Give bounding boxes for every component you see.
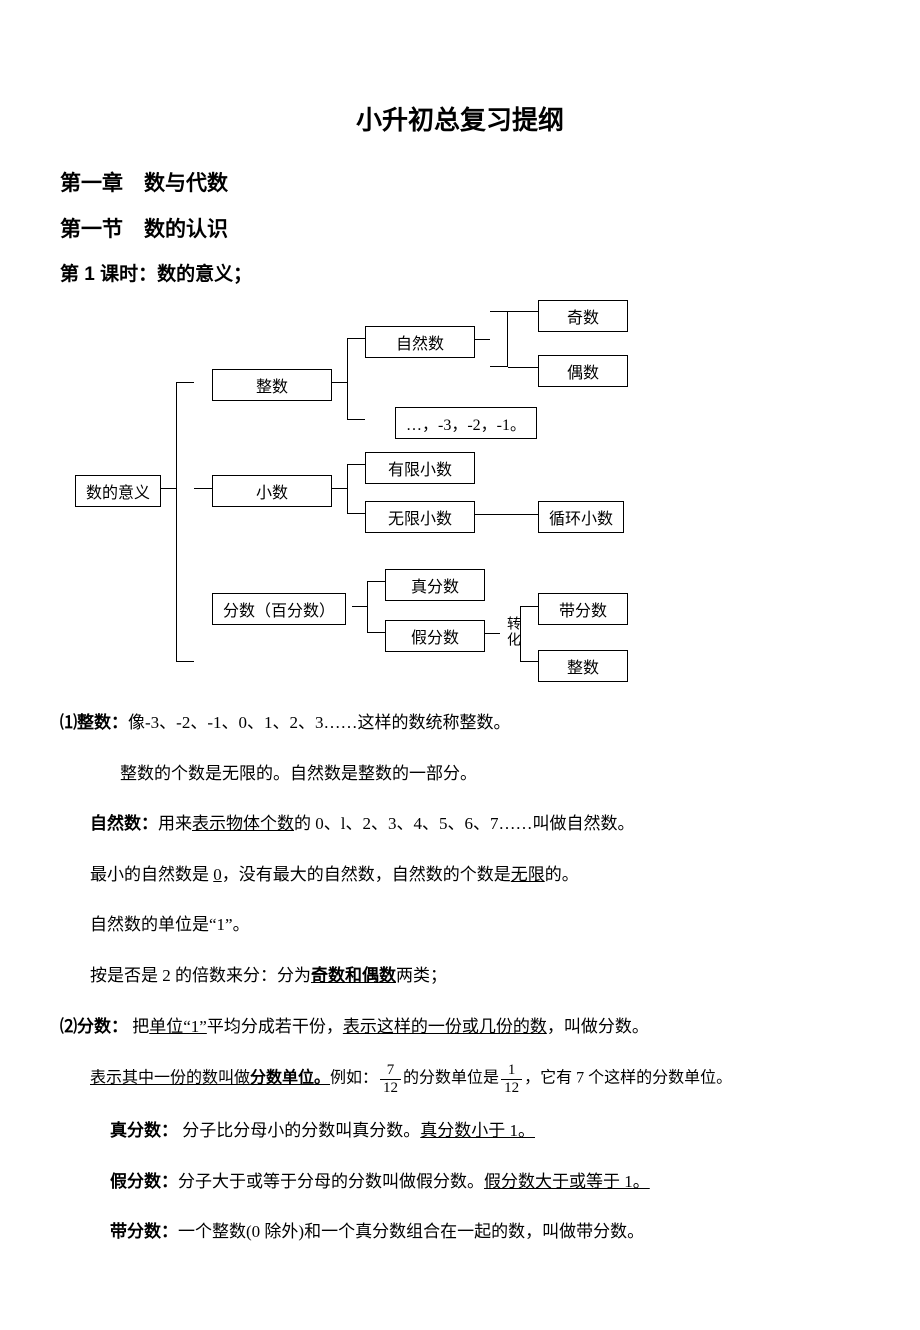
node-proper: 真分数 — [385, 569, 485, 601]
label: 自然数： — [90, 814, 158, 833]
connector — [161, 488, 176, 489]
text: 像-3、-2、-1、0、1、2、3……这样的数统称整数。 — [128, 713, 510, 732]
text-u: 无限 — [511, 865, 545, 884]
connector — [475, 339, 490, 340]
def-natural-unit: 自然数的单位是“1”。 — [60, 910, 860, 941]
text-u: 表示其中一份的数叫做 — [90, 1070, 250, 1087]
def-integer-2: 整数的个数是无限的。自然数是整数的一部分。 — [60, 759, 860, 790]
connector — [520, 606, 538, 662]
node-finite: 有限小数 — [365, 452, 475, 484]
text: 用来 — [158, 814, 192, 833]
text-u: 表示这样的一份或几份的数 — [343, 1017, 547, 1036]
connector — [194, 488, 212, 489]
connector — [490, 311, 508, 367]
text: 分子比分母小的分数叫真分数。 — [178, 1121, 420, 1140]
connector — [367, 581, 385, 633]
def-mixed: 带分数：一个整数(0 除外)和一个真分数组合在一起的数，叫做带分数。 — [60, 1217, 860, 1248]
chapter-title: 第一章 数与代数 — [60, 167, 860, 197]
label: ⑴整数： — [60, 713, 128, 732]
lesson-title: 第 1 课时：数的意义； — [60, 259, 860, 286]
connector — [508, 367, 538, 368]
connector — [176, 382, 194, 662]
conv-label: 转化 — [502, 616, 522, 648]
text-u: 表示物体个数 — [192, 814, 294, 833]
node-mixed: 带分数 — [538, 593, 628, 625]
text: 按是否是 2 的倍数来分：分为 — [90, 966, 311, 985]
def-improper: 假分数：分子大于或等于分母的分数叫做假分数。假分数大于或等于 1。 — [60, 1167, 860, 1198]
text: 两类； — [396, 966, 447, 985]
node-odd: 奇数 — [538, 300, 628, 332]
def-proper: 真分数： 分子比分母小的分数叫真分数。真分数小于 1。 — [60, 1116, 860, 1147]
label: 真分数： — [110, 1121, 178, 1140]
def-natural-split: 按是否是 2 的倍数来分：分为奇数和偶数两类； — [60, 961, 860, 992]
text: 平均分成若干份， — [207, 1017, 343, 1036]
def-natural-min: 最小的自然数是 0，没有最大的自然数，自然数的个数是无限的。 — [60, 860, 860, 891]
def-natural: 自然数：用来表示物体个数的 0、l、2、3、4、5、6、7……叫做自然数。 — [60, 809, 860, 840]
denominator: 12 — [380, 1080, 401, 1097]
definitions: ⑴整数：像-3、-2、-1、0、1、2、3……这样的数统称整数。 整数的个数是无… — [60, 708, 860, 1248]
node-integer-leaf: 整数 — [538, 650, 628, 682]
node-natural: 自然数 — [365, 326, 475, 358]
def-fraction: ⑵分数： 把单位“1”平均分成若干份，表示这样的一份或几份的数，叫做分数。 — [60, 1012, 860, 1043]
label: ⑵分数： — [60, 1017, 128, 1036]
node-root: 数的意义 — [75, 475, 161, 507]
text: 把 — [128, 1017, 149, 1036]
text-u: 0 — [213, 865, 222, 884]
numerator: 1 — [501, 1062, 522, 1080]
text: ，它有 7 个这样的分数单位。 — [524, 1070, 732, 1087]
connector — [508, 311, 538, 312]
connector — [332, 382, 347, 383]
text: 最小的自然数是 — [90, 865, 213, 884]
label: 假分数： — [110, 1172, 178, 1191]
section-title: 第一节 数的认识 — [60, 213, 860, 243]
connector — [475, 514, 538, 515]
node-fraction: 分数（百分数） — [212, 593, 346, 625]
node-repeating: 循环小数 — [538, 501, 624, 533]
text-u: 假分数大于或等于 1。 — [484, 1172, 650, 1191]
node-infinite: 无限小数 — [365, 501, 475, 533]
node-decimal: 小数 — [212, 475, 332, 507]
connector — [347, 338, 365, 420]
text: 例如： — [330, 1070, 378, 1087]
text: 的。 — [545, 865, 579, 884]
text-u: 奇数和偶数 — [311, 966, 396, 985]
connector — [352, 606, 367, 607]
connector — [332, 488, 347, 489]
text: 的分数单位是 — [403, 1070, 499, 1087]
node-even: 偶数 — [538, 355, 628, 387]
connector — [347, 464, 365, 514]
node-improper: 假分数 — [385, 620, 485, 652]
text-u: 真分数小于 1。 — [420, 1121, 535, 1140]
text-u: 单位“1” — [149, 1017, 207, 1036]
text: 分子大于或等于分母的分数叫做假分数。 — [178, 1172, 484, 1191]
text: ，叫做分数。 — [547, 1017, 649, 1036]
fraction-2: 112 — [501, 1062, 522, 1096]
text: 一个整数(0 除外)和一个真分数组合在一起的数，叫做带分数。 — [178, 1222, 644, 1241]
text: 的 0、l、2、3、4、5、6、7……叫做自然数。 — [294, 814, 634, 833]
text-ub: 分数单位。 — [250, 1070, 330, 1087]
concept-diagram: 数的意义 整数 小数 分数（百分数） 自然数 …，-3，-2，-1。 奇数 偶数… — [75, 300, 725, 680]
connector — [485, 633, 500, 634]
fraction-1: 712 — [380, 1062, 401, 1096]
def-fraction-unit: 表示其中一份的数叫做分数单位。例如：712的分数单位是112，它有 7 个这样的… — [60, 1062, 860, 1096]
denominator: 12 — [501, 1080, 522, 1097]
numerator: 7 — [380, 1062, 401, 1080]
node-negatives: …，-3，-2，-1。 — [395, 407, 537, 439]
def-integer: ⑴整数：像-3、-2、-1、0、1、2、3……这样的数统称整数。 — [60, 708, 860, 739]
doc-title: 小升初总复习提纲 — [60, 100, 860, 137]
label: 带分数： — [110, 1222, 178, 1241]
node-integer: 整数 — [212, 369, 332, 401]
text: ，没有最大的自然数，自然数的个数是 — [222, 865, 511, 884]
